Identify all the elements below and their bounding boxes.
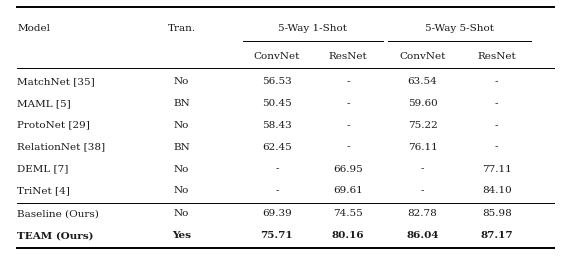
Text: -: - [495,121,498,130]
Text: -: - [421,164,424,174]
Text: -: - [275,186,279,195]
Text: ConvNet: ConvNet [254,52,300,61]
Text: 58.43: 58.43 [262,121,292,130]
Text: 87.17: 87.17 [480,231,513,240]
Text: 62.45: 62.45 [262,143,292,152]
Text: 50.45: 50.45 [262,99,292,108]
Text: 77.11: 77.11 [482,164,512,174]
Text: -: - [347,121,350,130]
Text: -: - [421,186,424,195]
Text: 59.60: 59.60 [408,99,437,108]
Text: ResNet: ResNet [329,52,368,61]
Text: MAML [5]: MAML [5] [17,99,71,108]
Text: Baseline (Ours): Baseline (Ours) [17,209,99,218]
Text: ProtoNet [29]: ProtoNet [29] [17,121,90,130]
Text: 84.10: 84.10 [482,186,512,195]
Text: -: - [275,164,279,174]
Text: 5-Way 1-Shot: 5-Way 1-Shot [278,23,347,33]
Text: DEML [7]: DEML [7] [17,164,69,174]
Text: TEAM (Ours): TEAM (Ours) [17,231,94,240]
Text: 56.53: 56.53 [262,77,292,86]
Text: MatchNet [35]: MatchNet [35] [17,77,95,86]
Text: -: - [347,77,350,86]
Text: 82.78: 82.78 [408,209,437,218]
Text: 76.11: 76.11 [408,143,437,152]
Text: -: - [495,143,498,152]
Text: No: No [174,209,189,218]
Text: RelationNet [38]: RelationNet [38] [17,143,105,152]
Text: 66.95: 66.95 [333,164,363,174]
Text: Tran.: Tran. [167,23,196,33]
Text: BN: BN [173,99,190,108]
Text: No: No [174,77,189,86]
Text: -: - [347,143,350,152]
Text: No: No [174,186,189,195]
Text: No: No [174,164,189,174]
Text: 86.04: 86.04 [407,231,439,240]
Text: Model: Model [17,23,50,33]
Text: ConvNet: ConvNet [399,52,446,61]
Text: 69.61: 69.61 [333,186,363,195]
Text: No: No [174,121,189,130]
Text: BN: BN [173,143,190,152]
Text: -: - [495,99,498,108]
Text: 5-Way 5-Shot: 5-Way 5-Shot [425,23,494,33]
Text: 69.39: 69.39 [262,209,292,218]
Text: Yes: Yes [172,231,191,240]
Text: 75.22: 75.22 [408,121,437,130]
Text: 75.71: 75.71 [260,231,293,240]
Text: -: - [495,77,498,86]
Text: 80.16: 80.16 [332,231,365,240]
Text: 74.55: 74.55 [333,209,363,218]
Text: 85.98: 85.98 [482,209,512,218]
Text: 63.54: 63.54 [408,77,437,86]
Text: -: - [347,99,350,108]
Text: ResNet: ResNet [477,52,516,61]
Text: TriNet [4]: TriNet [4] [17,186,70,195]
